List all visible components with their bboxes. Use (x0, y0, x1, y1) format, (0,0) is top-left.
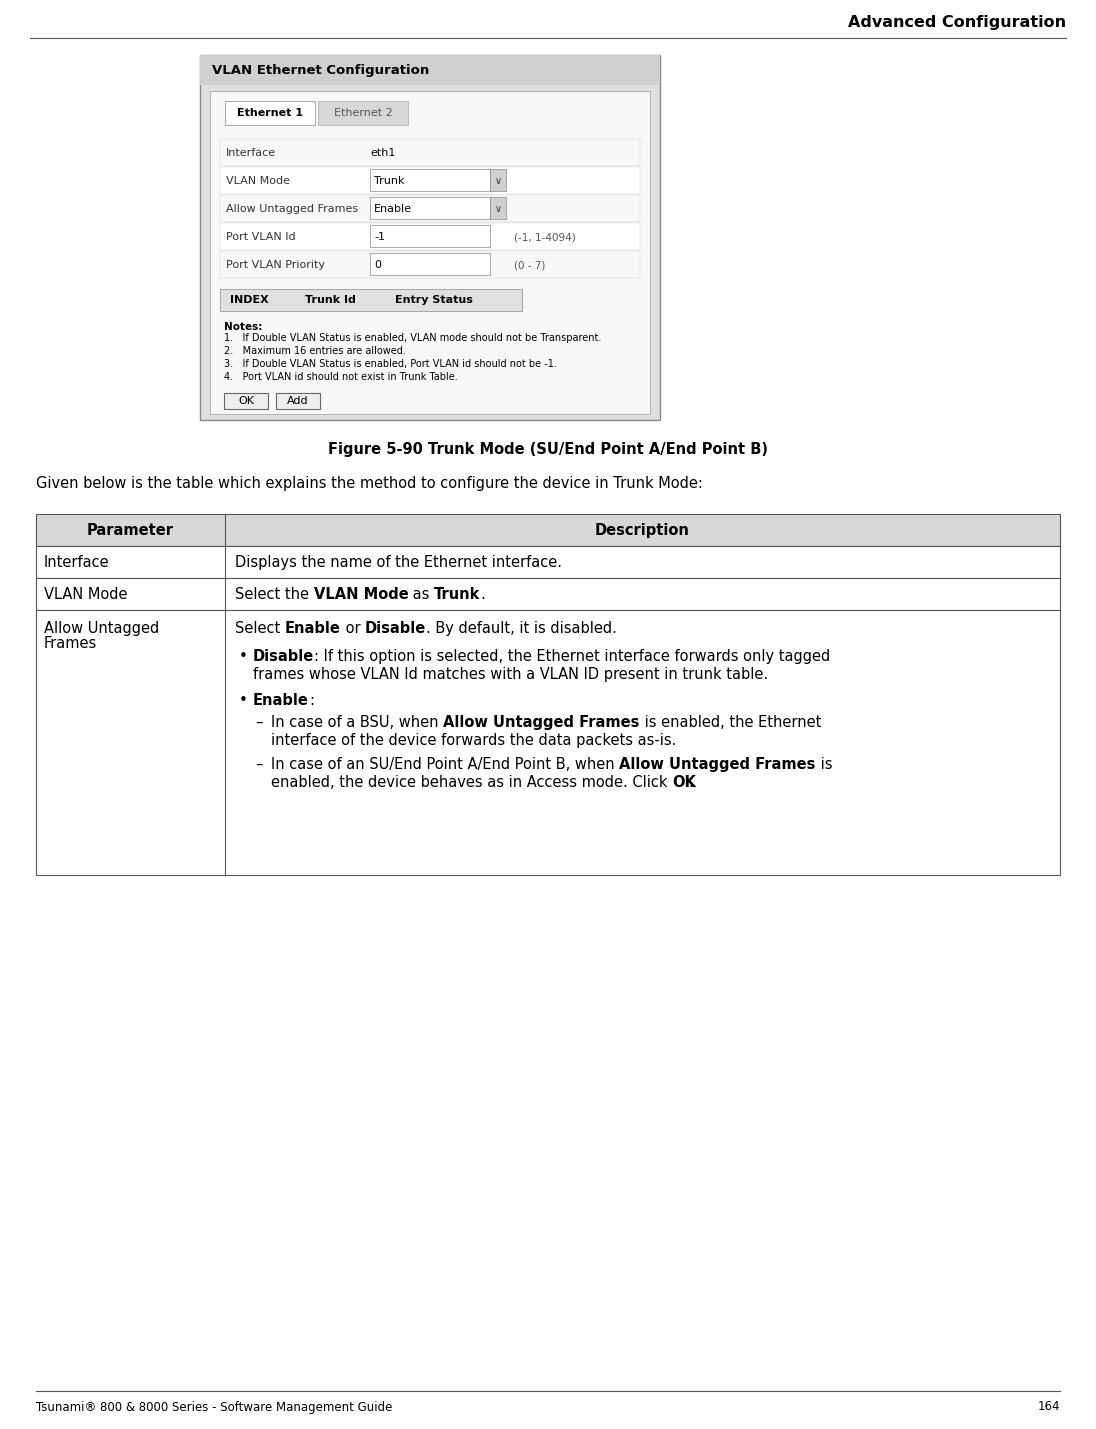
Text: or: or (341, 620, 365, 636)
Text: •: • (239, 649, 248, 663)
Text: •: • (239, 693, 248, 707)
Text: Allow Untagged Frames: Allow Untagged Frames (619, 756, 815, 772)
Text: . By default, it is disabled.: . By default, it is disabled. (426, 620, 617, 636)
Bar (490, 197, 506, 219)
Text: 3.   If Double VLAN Status is enabled, Port VLAN id should not be -1.: 3. If Double VLAN Status is enabled, Por… (224, 359, 557, 369)
Bar (199, 54, 660, 84)
Text: -1: -1 (374, 231, 385, 242)
Bar (225, 101, 315, 124)
Text: 1.   If Double VLAN Status is enabled, VLAN mode should not be Transparent.: 1. If Double VLAN Status is enabled, VLA… (224, 333, 602, 343)
Bar (36, 610, 1060, 875)
Text: : If this option is selected, the Ethernet interface forwards only tagged: : If this option is selected, the Ethern… (315, 649, 831, 663)
Text: Ethernet 1: Ethernet 1 (237, 109, 302, 119)
Text: Displays the name of the Ethernet interface.: Displays the name of the Ethernet interf… (235, 554, 562, 570)
Text: –: – (255, 756, 262, 772)
Bar (220, 223, 640, 250)
Text: interface of the device forwards the data packets as-is.: interface of the device forwards the dat… (271, 733, 676, 747)
Text: 0: 0 (374, 260, 381, 270)
Bar (210, 91, 650, 414)
Text: as: as (409, 586, 434, 602)
Text: Disable: Disable (253, 649, 315, 663)
Text: VLAN Ethernet Configuration: VLAN Ethernet Configuration (212, 63, 430, 77)
Text: Given below is the table which explains the method to configure the device in Tr: Given below is the table which explains … (36, 476, 703, 492)
Text: .: . (481, 586, 486, 602)
Text: .: . (688, 775, 693, 789)
Bar (370, 169, 490, 191)
Text: Enable: Enable (374, 204, 412, 214)
Bar (220, 167, 640, 194)
Text: Trunk: Trunk (374, 176, 404, 186)
Text: Disable: Disable (365, 620, 426, 636)
Text: frames whose VLAN Id matches with a VLAN ID present in trunk table.: frames whose VLAN Id matches with a VLAN… (253, 666, 768, 682)
Text: Description: Description (595, 523, 690, 537)
Text: 4.   Port VLAN id should not exist in Trunk Table.: 4. Port VLAN id should not exist in Trun… (224, 372, 458, 382)
Text: Figure 5-90 Trunk Mode (SU/End Point A/End Point B): Figure 5-90 Trunk Mode (SU/End Point A/E… (328, 442, 768, 457)
Bar (220, 139, 640, 166)
Text: Port VLAN Id: Port VLAN Id (226, 231, 296, 242)
Text: Interface: Interface (226, 149, 276, 159)
Bar (220, 252, 640, 279)
Bar (224, 393, 269, 409)
Text: Notes:: Notes: (224, 322, 262, 332)
Text: Advanced Configuration: Advanced Configuration (848, 14, 1066, 30)
Bar (370, 197, 490, 219)
Text: Allow Untagged: Allow Untagged (44, 620, 159, 636)
Text: is enabled, the Ethernet: is enabled, the Ethernet (639, 714, 821, 729)
Text: enabled, the device behaves as in Access mode. Click: enabled, the device behaves as in Access… (271, 775, 672, 789)
Text: Trunk: Trunk (434, 586, 481, 602)
Text: Enable: Enable (253, 693, 309, 707)
Bar (36, 514, 1060, 546)
Text: (0 - 7): (0 - 7) (514, 260, 546, 270)
Text: –: – (255, 714, 262, 729)
Text: In case of a BSU, when: In case of a BSU, when (271, 714, 443, 729)
Text: Select: Select (235, 620, 285, 636)
Bar (220, 194, 640, 221)
Bar (370, 253, 490, 274)
Text: Parameter: Parameter (87, 523, 174, 537)
Bar (220, 289, 523, 312)
Text: 164: 164 (1038, 1400, 1060, 1413)
Text: Tsunami® 800 & 8000 Series - Software Management Guide: Tsunami® 800 & 8000 Series - Software Ma… (36, 1400, 392, 1413)
Text: ∨: ∨ (494, 204, 502, 214)
Text: (-1, 1-4094): (-1, 1-4094) (514, 231, 575, 242)
Text: OK: OK (238, 396, 254, 406)
Text: Allow Untagged Frames: Allow Untagged Frames (226, 204, 358, 214)
Text: is: is (815, 756, 832, 772)
Text: Add: Add (287, 396, 309, 406)
Bar (199, 54, 660, 420)
Text: OK: OK (672, 775, 696, 789)
Text: ∨: ∨ (494, 176, 502, 186)
Text: VLAN Mode: VLAN Mode (44, 586, 127, 602)
Text: Port VLAN Priority: Port VLAN Priority (226, 260, 326, 270)
Text: In case of an SU/End Point A/End Point B, when: In case of an SU/End Point A/End Point B… (271, 756, 619, 772)
Text: VLAN Mode: VLAN Mode (313, 586, 409, 602)
Text: Frames: Frames (44, 636, 98, 650)
Bar (276, 393, 320, 409)
Bar (490, 169, 506, 191)
Text: 2.   Maximum 16 entries are allowed.: 2. Maximum 16 entries are allowed. (224, 346, 406, 356)
Bar (36, 546, 1060, 577)
Text: Entry Status: Entry Status (395, 294, 472, 304)
Text: Enable: Enable (285, 620, 341, 636)
Text: Select the: Select the (235, 586, 313, 602)
Text: Trunk Id: Trunk Id (305, 294, 356, 304)
Text: eth1: eth1 (370, 149, 396, 159)
Text: INDEX: INDEX (230, 294, 269, 304)
Bar (36, 577, 1060, 610)
Text: Allow Untagged Frames: Allow Untagged Frames (443, 714, 639, 729)
Text: enabled, the device behaves as in Access mode. Click: enabled, the device behaves as in Access… (271, 775, 672, 789)
Bar (318, 101, 408, 124)
Text: Interface: Interface (44, 554, 110, 570)
Bar (370, 224, 490, 247)
Text: Ethernet 2: Ethernet 2 (333, 109, 392, 119)
Text: VLAN Mode: VLAN Mode (226, 176, 290, 186)
Text: :: : (309, 693, 313, 707)
